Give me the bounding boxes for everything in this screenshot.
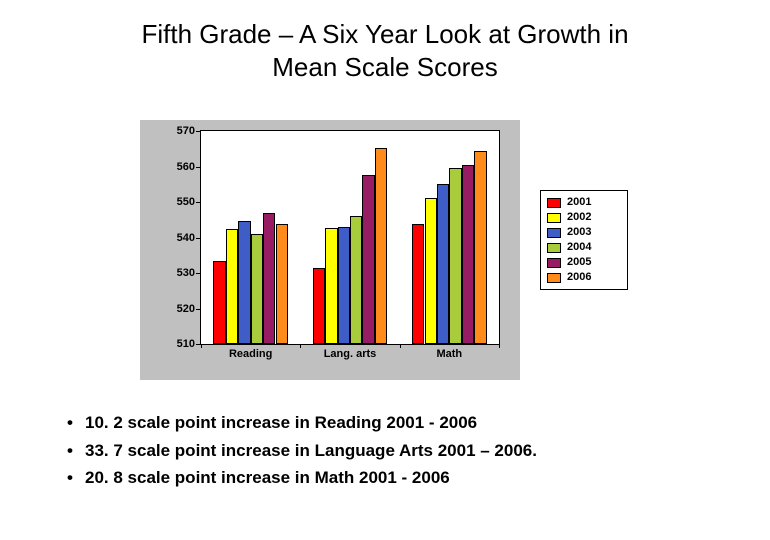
chart-plot-area <box>200 130 500 345</box>
chart-legend: 200120022003200420052006 <box>540 190 628 290</box>
x-tick-mark <box>499 344 500 348</box>
x-category-label: Lang. arts <box>324 348 377 360</box>
legend-item: 2002 <box>547 210 621 225</box>
chart-bar <box>338 227 350 344</box>
bullet-item: •33. 7 scale point increase in Language … <box>55 438 730 464</box>
slide: Fifth Grade – A Six Year Look at Growth … <box>0 0 770 540</box>
y-tick-label: 520 <box>160 303 195 315</box>
y-tick-label: 540 <box>160 232 195 244</box>
legend-swatch <box>547 198 561 208</box>
legend-item: 2003 <box>547 225 621 240</box>
chart-bar <box>449 168 461 344</box>
y-tick-label: 530 <box>160 267 195 279</box>
legend-label: 2006 <box>567 270 591 285</box>
y-tick-mark <box>196 131 200 132</box>
chart-bar <box>375 148 387 344</box>
bullet-text: 33. 7 scale point increase in Language A… <box>85 438 537 464</box>
legend-item: 2006 <box>547 270 621 285</box>
chart-bar <box>251 234 263 344</box>
legend-label: 2003 <box>567 225 591 240</box>
legend-swatch <box>547 228 561 238</box>
bullet-dot-icon: • <box>55 438 85 464</box>
y-tick-label: 550 <box>160 196 195 208</box>
bullet-dot-icon: • <box>55 410 85 436</box>
legend-label: 2004 <box>567 240 591 255</box>
chart-bar <box>425 198 437 344</box>
legend-swatch <box>547 273 561 283</box>
chart-bar <box>462 165 474 344</box>
legend-label: 2005 <box>567 255 591 270</box>
x-category-label: Reading <box>229 348 272 360</box>
chart-bar <box>412 224 424 344</box>
y-tick-mark <box>196 344 200 345</box>
bullet-text: 10. 2 scale point increase in Reading 20… <box>85 410 477 436</box>
y-tick-mark <box>196 309 200 310</box>
chart-bar <box>325 228 337 344</box>
y-tick-mark <box>196 167 200 168</box>
chart: 510 520 530 540 550 560 570 Reading Lang. arts M… <box>140 120 660 380</box>
chart-bar <box>474 151 486 344</box>
y-tick-mark <box>196 273 200 274</box>
y-tick-label: 560 <box>160 161 195 173</box>
legend-item: 2004 <box>547 240 621 255</box>
chart-bar <box>213 261 225 344</box>
legend-swatch <box>547 243 561 253</box>
legend-label: 2002 <box>567 210 591 225</box>
chart-bar <box>226 229 238 344</box>
legend-item: 2001 <box>547 195 621 210</box>
chart-bar <box>238 221 250 344</box>
bullet-dot-icon: • <box>55 465 85 491</box>
legend-swatch <box>547 258 561 268</box>
page-title: Fifth Grade – A Six Year Look at Growth … <box>0 18 770 83</box>
chart-bar <box>350 216 362 344</box>
bullet-item: •10. 2 scale point increase in Reading 2… <box>55 410 730 436</box>
bullet-list: •10. 2 scale point increase in Reading 2… <box>55 410 730 493</box>
chart-bar <box>437 184 449 344</box>
bullet-text: 20. 8 scale point increase in Math 2001 … <box>85 465 450 491</box>
x-tick-mark <box>201 344 202 348</box>
title-line-2: Mean Scale Scores <box>272 52 497 82</box>
y-tick-mark <box>196 238 200 239</box>
x-tick-mark <box>300 344 301 348</box>
x-tick-mark <box>400 344 401 348</box>
legend-swatch <box>547 213 561 223</box>
y-tick-label: 570 <box>160 125 195 137</box>
title-line-1: Fifth Grade – A Six Year Look at Growth … <box>141 19 628 49</box>
x-category-label: Math <box>436 348 462 360</box>
chart-bar <box>276 224 288 344</box>
chart-bar <box>362 175 374 344</box>
chart-bar <box>313 268 325 344</box>
y-tick-mark <box>196 202 200 203</box>
bullet-item: •20. 8 scale point increase in Math 2001… <box>55 465 730 491</box>
legend-item: 2005 <box>547 255 621 270</box>
y-tick-label: 510 <box>160 338 195 350</box>
legend-label: 2001 <box>567 195 591 210</box>
chart-bar <box>263 213 275 344</box>
